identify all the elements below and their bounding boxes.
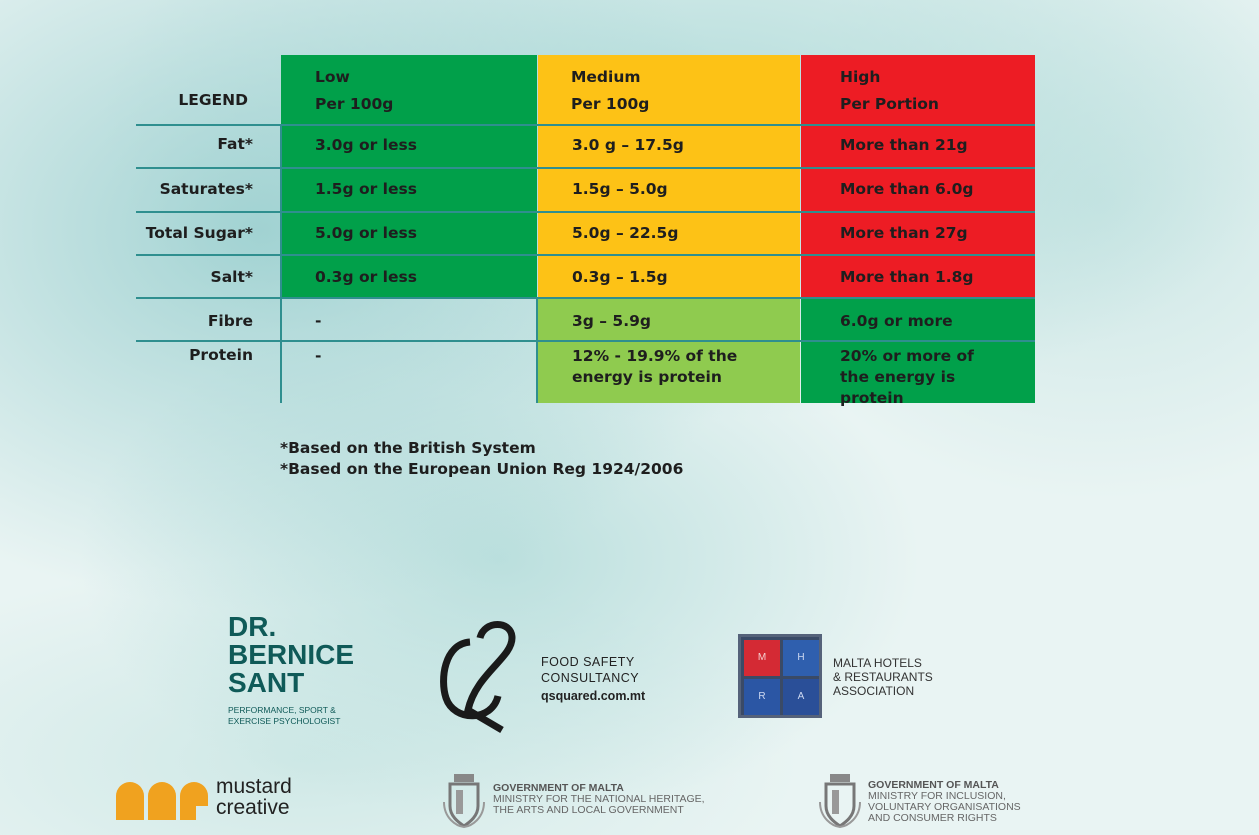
column-divider [536,297,538,403]
medium-header: Medium Per 100g [538,55,800,125]
logo-dr-bernice-sant: DR. BERNICE SANT PERFORMANCE, SPORT & EX… [228,613,378,727]
protein-high: 20% or more of the energy is protein [801,342,1035,407]
fibre-low: - [315,312,322,330]
medium-header-name: Medium [571,68,641,86]
low-header: Low Per 100g [281,55,537,125]
mhra-line1: MALTA HOTELS [833,656,922,670]
mhra-letter-h: H [783,640,819,676]
salt-high: More than 1.8g [801,256,1035,297]
gov1-line1: GOVERNMENT OF MALTA [493,782,624,794]
logo-mhra: M H R A MALTA HOTELS & RESTAURANTS ASSOC… [738,634,938,720]
fat-medium: 3.0 g – 17.5g [538,126,800,168]
protein-low: - [315,347,322,365]
legend-title: LEGEND [178,91,248,109]
fibre-high: 6.0g or more [801,299,1035,341]
logo-gov-malta-inclusion: GOVERNMENT OF MALTA MINISTRY FOR INCLUSI… [818,772,1048,828]
sant-tag1: PERFORMANCE, SPORT & [228,705,336,715]
protein-medium: 12% - 19.9% of the energy is protein [538,342,800,403]
gov1-line3: THE ARTS AND LOCAL GOVERNMENT [493,804,684,816]
row-divider [136,211,1035,213]
mustard-line1: mustard [216,775,292,798]
salt-low: 0.3g or less [281,256,537,297]
sant-line1: DR. [228,611,277,642]
malta-crest-icon [819,774,861,828]
mustard-line2: creative [216,796,290,819]
saturates-medium: 1.5g – 5.0g [538,169,800,212]
row-label-saturates: Saturates* [159,180,253,198]
q2-url: qsquared.com.mt [541,689,646,703]
sugar-medium: 5.0g – 22.5g [538,213,800,255]
row-label-protein: Protein [189,346,253,364]
saturates-low: 1.5g or less [281,169,537,212]
q2-mark-icon [440,621,516,734]
low-header-basis: Per 100g [315,95,394,113]
row-divider [136,297,1035,299]
fibre-medium: 3g – 5.9g [538,299,800,341]
high-header: High Per Portion [801,55,1035,125]
low-header-name: Low [315,68,350,86]
row-label-salt: Salt* [210,268,253,286]
fat-low: 3.0g or less [281,126,537,168]
row-divider [136,124,1035,126]
saturates-high: More than 6.0g [801,169,1035,212]
logo-mustard-creative: mustard creative [116,776,326,822]
mhra-line3: ASSOCIATION [833,684,915,698]
mhra-mark: M H R A [738,634,822,718]
footnote-british: *Based on the British System [280,439,536,457]
mhra-line2: & RESTAURANTS [833,670,933,684]
footnote-eu: *Based on the European Union Reg 1924/20… [280,460,684,478]
gov2-line3: VOLUNTARY ORGANISATIONS [868,801,1021,813]
mustard-mark-icon [116,782,208,820]
row-label-fat: Fat* [217,135,253,153]
high-header-name: High [840,68,881,86]
salt-medium: 0.3g – 1.5g [538,256,800,297]
gov1-line2: MINISTRY FOR THE NATIONAL HERITAGE, [493,793,705,805]
sant-line2: BERNICE [228,639,355,670]
q2-line2: CONSULTANCY [541,671,640,685]
sugar-low: 5.0g or less [281,213,537,255]
mhra-letter-m: M [744,640,780,676]
row-divider [136,340,1035,342]
gov2-line4: AND CONSUMER RIGHTS [868,812,997,824]
row-divider [136,254,1035,256]
sugar-high: More than 27g [801,213,1035,255]
medium-header-basis: Per 100g [571,95,650,113]
logo-qsquared: FOOD SAFETY CONSULTANCY qsquared.com.mt [440,618,670,734]
malta-crest-icon [443,774,485,828]
fat-high: More than 21g [801,126,1035,168]
q2-line1: FOOD SAFETY [541,655,635,669]
gov2-line1: GOVERNMENT OF MALTA [868,779,999,791]
row-label-total-sugar: Total Sugar* [145,224,253,242]
row-label-fibre: Fibre [207,312,253,330]
traffic-light-legend-table: Low Per 100g Medium Per 100g High Per Po… [136,55,1035,407]
mhra-letter-r: R [744,679,780,715]
sant-line3: SANT [228,667,305,698]
gov2-line2: MINISTRY FOR INCLUSION, [868,790,1006,802]
high-header-basis: Per Portion [840,95,939,113]
column-divider [280,124,282,403]
row-divider [136,167,1035,169]
logo-gov-malta-heritage: GOVERNMENT OF MALTA MINISTRY FOR THE NAT… [442,772,742,828]
mhra-letter-a: A [783,679,819,715]
sant-tag2: EXERCISE PSYCHOLOGIST [228,716,341,726]
